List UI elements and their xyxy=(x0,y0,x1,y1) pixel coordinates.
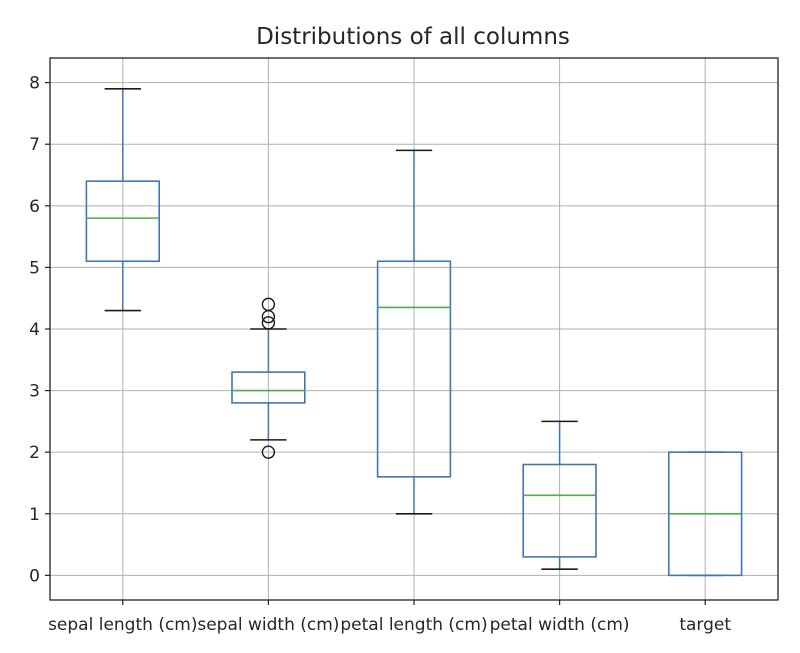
outlier-point xyxy=(261,297,276,312)
x-tick-label: petal width (cm) xyxy=(490,615,630,635)
box-group xyxy=(231,297,306,459)
x-axis: sepal length (cm) sepal width (cm) petal l… xyxy=(48,600,731,635)
x-tick-label: petal length (cm) xyxy=(340,615,487,635)
box-iqr xyxy=(85,180,161,263)
box-group xyxy=(376,149,452,515)
y-tick-label: 5 xyxy=(29,258,40,278)
y-axis: 0 1 2 3 4 5 6 7 8 xyxy=(29,74,50,586)
box-group xyxy=(667,451,743,577)
y-tick-label: 3 xyxy=(29,382,40,402)
outlier-point xyxy=(261,445,276,459)
y-tick-label: 1 xyxy=(29,505,40,525)
grid-layer xyxy=(50,58,778,600)
y-tick-label: 8 xyxy=(29,74,40,94)
outlier-point xyxy=(261,316,276,330)
chart-title: Distributions of all columns xyxy=(256,24,570,50)
x-tick-label: sepal length (cm) xyxy=(48,615,197,635)
box-group xyxy=(85,87,161,312)
y-tick-label: 4 xyxy=(29,320,40,340)
box-iqr xyxy=(376,260,452,478)
y-tick-label: 2 xyxy=(29,443,40,463)
box-group xyxy=(522,420,597,571)
boxes-layer xyxy=(85,87,743,577)
x-tick-label: sepal width (cm) xyxy=(197,615,339,635)
y-tick-label: 0 xyxy=(29,566,40,586)
box-iqr xyxy=(522,463,597,558)
box-iqr xyxy=(231,371,306,404)
y-tick-label: 7 xyxy=(29,135,40,155)
x-tick-label: target xyxy=(679,615,731,635)
y-tick-label: 6 xyxy=(29,197,40,217)
